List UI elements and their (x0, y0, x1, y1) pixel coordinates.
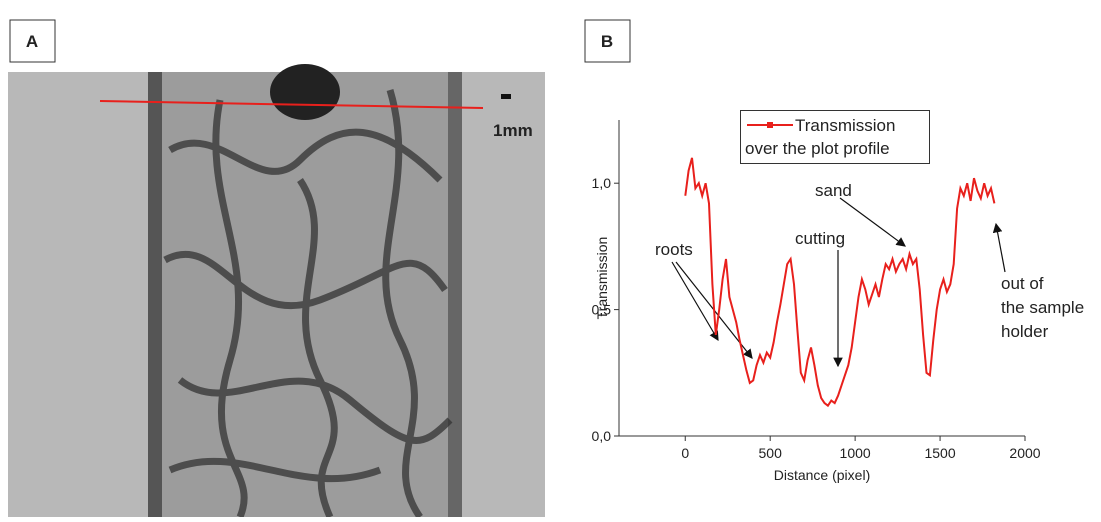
x-tick-label: 2000 (1009, 445, 1040, 461)
radiograph (8, 64, 545, 520)
panel-box (584, 19, 631, 63)
annotation: roots (655, 240, 693, 259)
y-axis-label: Transmission (594, 237, 610, 320)
x-axis-label: Distance (pixel) (774, 467, 870, 483)
annotation: out of (1001, 274, 1044, 293)
scale-label: 1mm (493, 121, 533, 140)
y-tick-label: 1,0 (592, 175, 612, 191)
panel-label: A (26, 32, 38, 51)
annotation: the sample (1001, 298, 1084, 317)
x-tick-label: 1000 (840, 445, 871, 461)
legend: Transmission over the plot profile (740, 110, 930, 164)
x-tick-label: 0 (681, 445, 689, 461)
data-line (684, 157, 996, 408)
legend-swatch (747, 122, 793, 128)
y-tick-label: 0,5 (592, 302, 612, 318)
y-tick-label: 0,0 (592, 428, 612, 444)
annotation: holder (1001, 322, 1049, 341)
annotation: sand (815, 181, 852, 200)
legend-label: Transmission over the plot profile (745, 116, 896, 158)
x-tick-label: 1500 (924, 445, 955, 461)
x-tick-label: 500 (759, 445, 783, 461)
annotation: cutting (795, 229, 845, 248)
panel-box (9, 19, 56, 63)
panel-label: B (601, 32, 613, 51)
